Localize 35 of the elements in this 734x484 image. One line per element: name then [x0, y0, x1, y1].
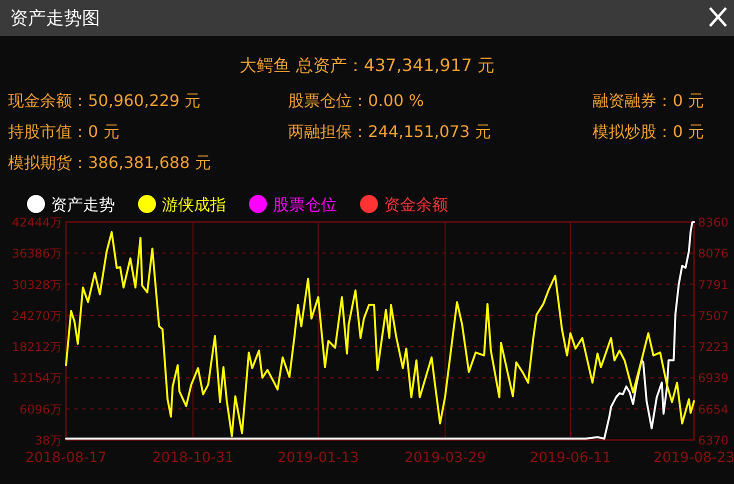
x-tick-label: 2019-06-11 [530, 450, 612, 466]
y2-tick-label: 7507 [698, 308, 729, 323]
y-tick-label: 38万 [34, 434, 62, 448]
y2-tick-label: 8360 [698, 216, 729, 230]
y2-tick-label: 7791 [698, 278, 729, 292]
legend-label: 股票仓位 [273, 195, 337, 214]
legend-label: 资产走势 [51, 195, 115, 214]
y-tick-label: 42444万 [12, 216, 62, 230]
y2-tick-label: 6939 [698, 371, 729, 386]
text: 融资融券：0 元 [592, 91, 704, 110]
text: 现金余额：50,960,229 元 [8, 91, 201, 110]
y2-tick-label: 8076 [698, 246, 729, 261]
x-tick-label: 2019-01-13 [278, 450, 359, 466]
chart-subtitle: 大鳄鱼 总资产：437,341,917 元 [240, 56, 494, 76]
x-tick-label: 2019-03-29 [404, 450, 486, 466]
text: 持股市值：0 元 [8, 122, 120, 141]
x-tick-label: 2018-08-17 [25, 450, 107, 466]
x-tick-label: 2019-08-23 [653, 450, 734, 466]
text: 两融担保：244,151,073 元 [288, 122, 491, 141]
text: 股票仓位：0.00 % [288, 91, 424, 110]
y-tick-label: 36386万 [12, 246, 62, 261]
y-tick-label: 6096万 [19, 402, 62, 416]
y2-tick-label: 6654 [698, 402, 729, 416]
x-tick-label: 2018-10-31 [152, 450, 234, 466]
y2-tick-label: 7223 [698, 340, 729, 354]
y-tick-label: 24270万 [12, 308, 62, 323]
y2-tick-label: 6370 [698, 434, 729, 448]
chart-title: 资产走势图 [10, 8, 100, 29]
text: 模拟期货：386,381,688 元 [8, 153, 211, 172]
y-tick-label: 12154万 [12, 371, 62, 386]
text: 模拟炒股：0 元 [592, 122, 704, 141]
legend-label: 资金余额 [384, 195, 448, 214]
y-tick-label: 30328万 [12, 278, 62, 292]
y-tick-label: 18212万 [12, 340, 62, 354]
legend-label: 游侠成指 [162, 195, 226, 214]
